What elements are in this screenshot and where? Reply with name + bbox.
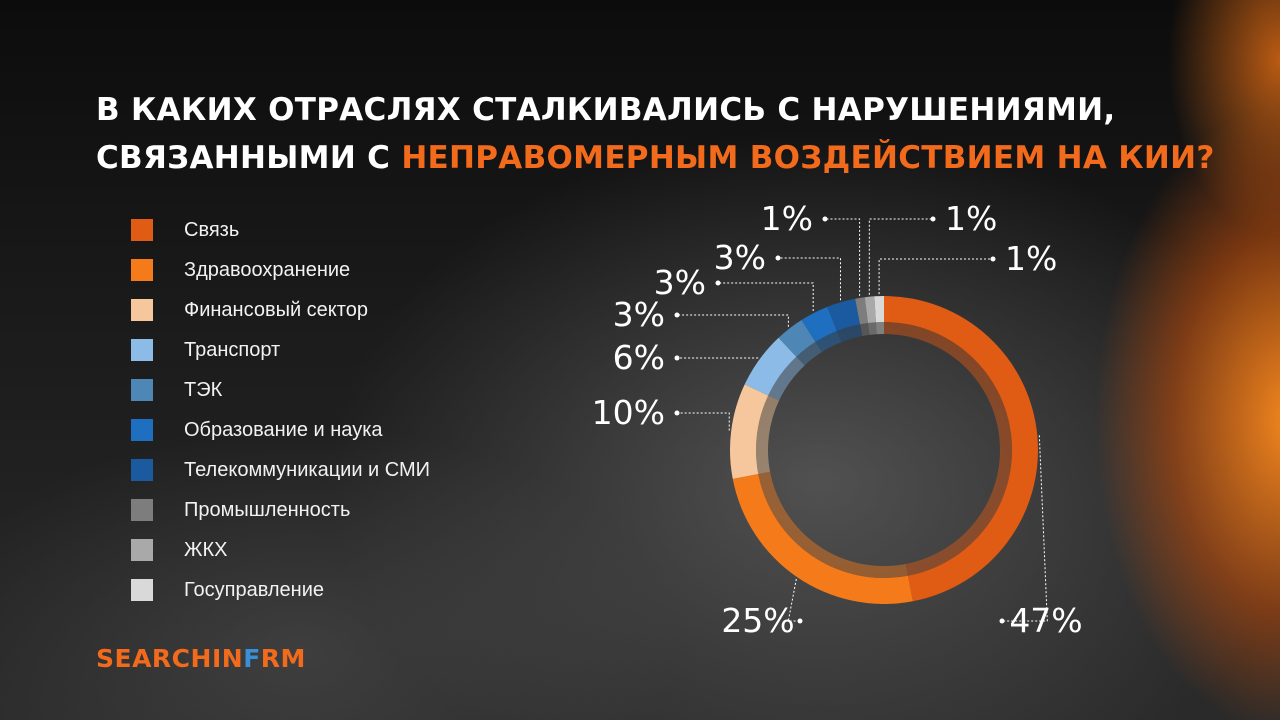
legend: Связь Здравоохранение Финансовый сектор Тра… bbox=[131, 210, 430, 610]
donut-slice bbox=[855, 297, 868, 325]
legend-item: Транспорт bbox=[131, 330, 430, 370]
legend-swatch bbox=[131, 379, 153, 401]
legend-item: Госуправление bbox=[131, 570, 430, 610]
leader-line bbox=[1002, 435, 1048, 622]
donut-slice-inner bbox=[836, 324, 863, 343]
donut-slice-inner bbox=[758, 471, 908, 578]
leader-line bbox=[718, 282, 814, 312]
legend-swatch bbox=[131, 579, 153, 601]
legend-item: ТЭК bbox=[131, 370, 430, 410]
legend-swatch bbox=[131, 419, 153, 441]
donut-slice bbox=[884, 296, 1038, 602]
legend-label: Образование и наука bbox=[184, 418, 383, 441]
leader-dot bbox=[775, 255, 781, 261]
logo-part-3: RM bbox=[260, 644, 306, 673]
donut-slice bbox=[827, 298, 861, 331]
donut-slice-inner bbox=[867, 322, 877, 335]
legend-swatch bbox=[131, 459, 153, 481]
data-label: 1% bbox=[945, 199, 997, 238]
donut-slice-inner bbox=[815, 330, 842, 353]
donut-slice bbox=[801, 306, 837, 342]
legend-swatch bbox=[131, 299, 153, 321]
legend-label: Транспорт bbox=[184, 338, 281, 361]
data-label: 1% bbox=[1005, 239, 1057, 278]
leader-dot bbox=[990, 256, 996, 262]
data-label: 10% bbox=[592, 393, 665, 432]
legend-item: Связь bbox=[131, 210, 430, 250]
donut-slice bbox=[730, 384, 769, 479]
donut-slice-inner bbox=[756, 395, 780, 474]
legend-label: ЖКХ bbox=[184, 538, 228, 561]
leader-dot bbox=[930, 216, 936, 222]
title-line-2: связанными с неправомерным воздействием … bbox=[96, 134, 1214, 182]
donut-slice-inner bbox=[768, 356, 805, 401]
leader-dot bbox=[715, 280, 721, 286]
donut-slice bbox=[732, 473, 913, 604]
donut-slice bbox=[874, 296, 884, 323]
logo-part-2: F bbox=[243, 644, 261, 673]
legend-swatch bbox=[131, 539, 153, 561]
data-label: 3% bbox=[654, 263, 706, 302]
leader-dot bbox=[999, 618, 1005, 624]
logo-part-1: SEARCHIN bbox=[96, 644, 244, 673]
legend-item: ЖКХ bbox=[131, 530, 430, 570]
data-label: 6% bbox=[613, 338, 665, 377]
donut-slice bbox=[864, 296, 876, 324]
legend-item: Промышленность bbox=[131, 490, 430, 530]
legend-item: Финансовый сектор bbox=[131, 290, 430, 330]
leader-line bbox=[677, 314, 789, 327]
leader-dot bbox=[674, 312, 680, 318]
data-label: 47% bbox=[1009, 601, 1082, 640]
legend-swatch bbox=[131, 219, 153, 241]
legend-item: Здравоохранение bbox=[131, 250, 430, 290]
data-label: 1% bbox=[761, 199, 813, 238]
donut-slice bbox=[744, 337, 797, 396]
legend-label: ТЭК bbox=[184, 378, 223, 401]
leader-dot bbox=[674, 355, 680, 361]
title-line-1: В каких отраслях сталкивались с нарушени… bbox=[96, 92, 1116, 128]
searchinform-logo: SEARCHINFRM bbox=[96, 644, 306, 673]
leader-line bbox=[825, 218, 861, 296]
leader-line bbox=[778, 257, 841, 301]
legend-label: Связь bbox=[184, 218, 240, 241]
data-label: 3% bbox=[613, 295, 665, 334]
chart-title: В каких отраслях сталкивались с нарушени… bbox=[96, 86, 1214, 182]
legend-label: Здравоохранение bbox=[184, 258, 351, 281]
legend-item: Телекоммуникации и СМИ bbox=[131, 450, 430, 490]
legend-label: Госуправление bbox=[184, 578, 324, 601]
leader-line bbox=[677, 412, 730, 431]
donut-slice-inner bbox=[860, 323, 870, 337]
legend-label: Телекоммуникации и СМИ bbox=[184, 458, 431, 481]
leader-line bbox=[868, 218, 933, 295]
leader-dot bbox=[797, 618, 803, 624]
legend-swatch bbox=[131, 339, 153, 361]
donut-slice-inner bbox=[796, 341, 822, 366]
leader-dot bbox=[674, 410, 680, 416]
legend-swatch bbox=[131, 259, 153, 281]
legend-label: Финансовый сектор bbox=[184, 298, 368, 321]
data-label: 25% bbox=[721, 601, 794, 640]
legend-item: Образование и наука bbox=[131, 410, 430, 450]
title-line-2-prefix: связанными с bbox=[96, 140, 402, 176]
title-accent: неправомерным воздействием на КИИ? bbox=[401, 140, 1215, 176]
donut-slice-inner bbox=[875, 322, 884, 335]
donut-slice bbox=[778, 319, 816, 357]
leader-dot bbox=[822, 216, 828, 222]
data-label: 3% bbox=[714, 238, 766, 277]
legend-swatch bbox=[131, 499, 153, 521]
legend-label: Промышленность bbox=[184, 498, 351, 521]
leader-line bbox=[878, 258, 993, 295]
